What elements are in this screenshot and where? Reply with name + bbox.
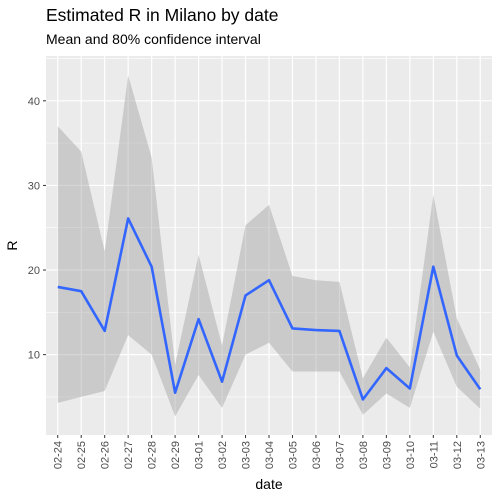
chart-subtitle: Mean and 80% confidence interval — [46, 31, 261, 47]
x-axis-title: date — [255, 476, 282, 492]
y-tick-label: 20 — [28, 265, 40, 277]
mean-line — [57, 217, 482, 401]
x-tick-label: 02-25 — [76, 441, 88, 469]
x-tick-label: 03-06 — [311, 441, 323, 469]
x-tick-label: 02-26 — [100, 441, 112, 469]
x-tick-label: 03-13 — [475, 441, 487, 469]
y-axis-title: R — [4, 240, 20, 250]
x-tick-label: 02-24 — [53, 441, 65, 469]
x-tick-label: 03-05 — [287, 441, 299, 469]
y-tick-label: 40 — [28, 96, 40, 108]
x-tick-label: 02-29 — [170, 441, 182, 469]
x-tick-label: 03-01 — [194, 441, 206, 469]
x-tick-label: 03-07 — [334, 441, 346, 469]
x-axis: 02-24 02-25 02-26 02-27 02-28 02-29 03-01 03-02… — [53, 435, 487, 469]
x-tick-label: 02-27 — [123, 441, 135, 469]
x-tick-label: 03-04 — [264, 441, 276, 469]
x-tick-label: 02-28 — [147, 441, 159, 469]
y-axis: 10 20 30 40 — [28, 96, 46, 362]
x-tick-label: 03-09 — [381, 441, 393, 469]
chart-title: Estimated R in Milano by date — [46, 5, 279, 25]
x-tick-label: 03-11 — [428, 441, 440, 468]
x-tick-label: 03-10 — [405, 441, 417, 469]
y-tick-label: 10 — [28, 350, 40, 362]
x-tick-label: 03-08 — [358, 441, 370, 469]
grid-lines — [46, 56, 492, 435]
x-tick-label: 03-02 — [217, 441, 229, 469]
y-tick-label: 30 — [28, 180, 40, 192]
x-tick-label: 03-03 — [241, 441, 253, 469]
x-tick-label: 03-12 — [452, 441, 464, 469]
